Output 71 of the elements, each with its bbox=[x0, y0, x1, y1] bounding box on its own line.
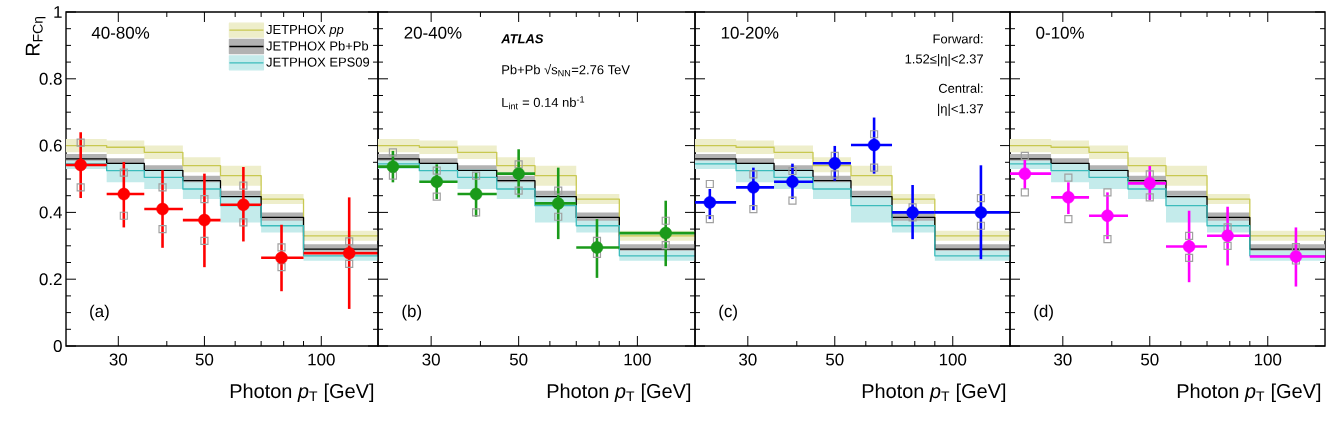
point bbox=[471, 208, 481, 217]
point bbox=[388, 148, 398, 157]
point bbox=[158, 225, 167, 234]
point bbox=[119, 211, 128, 220]
x-tick-label: 100 bbox=[624, 353, 651, 366]
point bbox=[156, 202, 169, 216]
legend-label: JETPHOX EPS09 bbox=[266, 57, 370, 67]
point bbox=[239, 218, 248, 227]
point bbox=[119, 168, 128, 177]
annotation: (b) bbox=[402, 304, 422, 321]
legend-label: JETPHOX pp bbox=[266, 24, 344, 37]
y-tick-label: 0.8 bbox=[39, 72, 62, 85]
x-tick-label: 50 bbox=[195, 353, 214, 366]
text: 20-40% bbox=[404, 26, 462, 39]
x-tick-label: 50 bbox=[509, 353, 528, 366]
point bbox=[554, 186, 563, 195]
y-tick-label: 1 bbox=[54, 6, 62, 18]
y-tick-label: 0.4 bbox=[39, 206, 62, 219]
x-axis-title: Photon p$_{T}$ [GeV] bbox=[230, 383, 374, 403]
x-tick-label: 100 bbox=[1254, 353, 1282, 366]
point bbox=[554, 212, 563, 221]
y-tick-label: 0.6 bbox=[39, 139, 62, 152]
point bbox=[237, 198, 250, 211]
point bbox=[386, 160, 400, 173]
text: 10-20% bbox=[721, 26, 779, 39]
x-tick-label: 50 bbox=[826, 353, 844, 366]
point bbox=[469, 187, 483, 201]
y-axis-title: R$_{FCη}$ bbox=[25, 16, 46, 56]
point bbox=[198, 213, 211, 227]
point bbox=[514, 160, 523, 169]
point bbox=[432, 166, 441, 175]
text: 40-80% bbox=[91, 26, 150, 39]
annotation: ATLAS bbox=[500, 34, 544, 44]
point bbox=[76, 183, 85, 192]
annotation: Central: bbox=[938, 83, 983, 93]
y-tick-label: 0 bbox=[53, 340, 62, 352]
point bbox=[432, 192, 441, 201]
x-tick-label: 100 bbox=[939, 353, 967, 366]
point bbox=[514, 186, 523, 195]
point bbox=[552, 197, 565, 210]
x-tick-label: 30 bbox=[1054, 353, 1072, 366]
point bbox=[200, 236, 209, 245]
point bbox=[239, 181, 248, 190]
point bbox=[512, 167, 525, 180]
x-tick-label: 100 bbox=[308, 353, 335, 366]
annotation: Pb+Pb √s$_{NN}$=2.76 TeV bbox=[502, 63, 630, 77]
x-tick-label: 50 bbox=[1141, 353, 1159, 366]
point bbox=[430, 175, 443, 188]
annotation: (a) bbox=[90, 304, 109, 321]
annotation: (d) bbox=[1034, 304, 1053, 321]
point bbox=[471, 171, 481, 180]
x-axis-title: Photon p$_{T}$ [GeV] bbox=[1177, 383, 1321, 403]
x-tick-label: 30 bbox=[739, 353, 757, 366]
text: 0-10% bbox=[1036, 26, 1084, 39]
x-axis-title: Photon p$_{T}$ [GeV] bbox=[862, 383, 1006, 403]
point bbox=[117, 187, 131, 201]
x-tick-label: 30 bbox=[109, 353, 128, 366]
point bbox=[388, 171, 398, 180]
legend-label: JETPHOX Pb+Pb bbox=[266, 41, 369, 51]
annotation: (c) bbox=[719, 304, 737, 321]
annotation: 1.52≤|η|<2.37 bbox=[905, 54, 983, 67]
annotation: L$_{int}$ = 0.14 nb$^{-1}$ bbox=[502, 96, 585, 110]
point bbox=[158, 183, 167, 192]
x-axis-title: Photon p$_{T}$ [GeV] bbox=[547, 383, 691, 403]
y-tick-label: 0.2 bbox=[39, 273, 62, 286]
point bbox=[74, 158, 87, 172]
point bbox=[200, 194, 209, 204]
x-tick-label: 30 bbox=[422, 353, 440, 366]
point bbox=[76, 138, 85, 147]
annotation: |η|<1.37 bbox=[938, 103, 983, 116]
annotation: Forward: bbox=[933, 33, 983, 44]
